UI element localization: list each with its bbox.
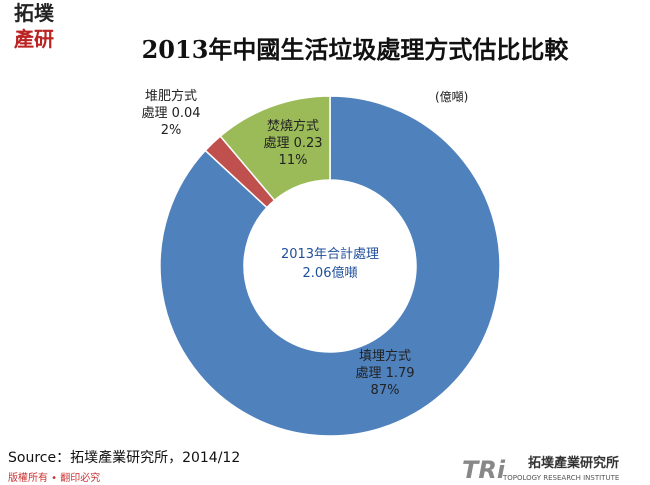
source: Source：拓墣產業研究所，2014/12 <box>8 449 240 466</box>
percent-label: 87% <box>370 383 400 398</box>
value-label: 1.79 <box>385 366 415 381</box>
logo-box <box>0 0 70 62</box>
category-label: 堆肥方式處理 <box>141 89 197 121</box>
center-label: 2013年合計處理 <box>281 246 379 262</box>
data-label: 填埋方式處理 1.79 87% <box>355 348 415 399</box>
value-label: 0.04 <box>171 106 201 121</box>
donut-segment <box>219 95 331 202</box>
brand-mark: TRi <box>462 456 506 484</box>
unit-label: (億噸) <box>435 90 468 104</box>
brand-sub: TOPOLOGY RESEARCH INSTITUTE <box>502 474 619 482</box>
logo-text: 產研 <box>14 27 54 51</box>
donut-segment <box>159 95 501 437</box>
center-label: 2.06億噸 <box>303 265 358 281</box>
percent-label: 11% <box>278 153 308 168</box>
category-label: 焚燒方式處理 <box>263 119 319 151</box>
category-label: 填埋方式處理 <box>355 349 411 381</box>
copyright: 版權所有 • 翻印必究 <box>8 471 100 484</box>
logo-text: 拓墣 <box>14 1 55 25</box>
data-label: 堆肥方式處理 0.04 2% <box>140 88 202 139</box>
percent-label: 2% <box>160 123 182 138</box>
brand-name: 拓墣產業研究所 <box>528 455 619 471</box>
data-label: 焚燒方式處理 0.23 11% <box>262 118 324 169</box>
value-label: 0.23 <box>293 136 323 151</box>
chart-title: 2013年中國生活垃圾處理方式估比比較 <box>142 35 570 64</box>
